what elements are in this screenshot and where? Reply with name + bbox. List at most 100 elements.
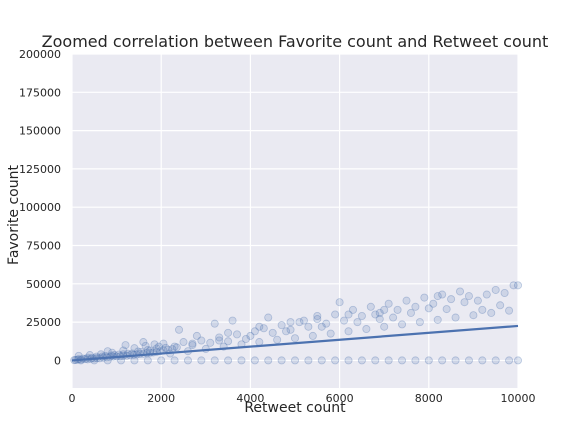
data-point-41 — [188, 341, 197, 350]
data-point-73 — [473, 296, 482, 305]
data-point-134 — [411, 356, 420, 365]
y-axis-title: Favorite count — [6, 165, 22, 265]
data-point-108 — [496, 301, 505, 310]
data-point-138 — [464, 356, 473, 365]
data-point-101 — [264, 313, 273, 322]
data-point-144 — [478, 305, 487, 314]
data-point-89 — [362, 325, 371, 334]
fit-line — [71, 324, 519, 362]
data-point-94 — [451, 313, 460, 322]
data-point-121 — [237, 356, 246, 365]
data-point-122 — [250, 356, 259, 365]
data-point-117 — [183, 356, 192, 365]
data-point-136 — [438, 356, 447, 365]
data-point-104 — [371, 310, 380, 319]
data-point-147 — [375, 315, 384, 324]
data-point-88 — [344, 327, 353, 336]
data-point-128 — [331, 356, 340, 365]
data-point-40 — [179, 338, 188, 347]
data-point-177 — [121, 341, 130, 350]
y-tick-label-4: 100000 — [19, 201, 61, 214]
data-point-98 — [175, 325, 184, 334]
data-point-186 — [433, 292, 442, 301]
data-point-118 — [197, 356, 206, 365]
data-point-67 — [420, 293, 429, 302]
data-point-99 — [210, 319, 219, 328]
y-tick-label-3: 75000 — [26, 240, 61, 253]
y-tick-label-5: 125000 — [19, 163, 61, 176]
data-point-183 — [313, 311, 322, 320]
data-point-43 — [206, 338, 215, 347]
data-point-150 — [282, 327, 291, 336]
x-tick-labels: 0 2000 4000 6000 8000 10000 — [69, 392, 536, 405]
data-point-85 — [290, 334, 299, 343]
data-point-60 — [357, 311, 366, 320]
y-tick-label-8: 200000 — [19, 48, 61, 61]
x-axis-title: Retweet count — [244, 400, 346, 416]
data-point-142 — [514, 356, 523, 365]
data-point-34 — [119, 346, 128, 355]
data-point-53 — [295, 318, 304, 327]
data-point-68 — [429, 299, 438, 308]
data-point-35 — [130, 344, 139, 353]
data-point-124 — [277, 356, 286, 365]
data-point-135 — [424, 356, 433, 365]
data-point-139 — [478, 356, 487, 365]
y-tick-label-1: 25000 — [26, 316, 61, 329]
y-tick-label-6: 150000 — [19, 125, 61, 138]
data-point-119 — [210, 356, 219, 365]
data-point-55 — [313, 315, 322, 324]
data-point-145 — [442, 305, 451, 314]
data-point-49 — [259, 324, 268, 333]
y-tick-labels: 0 25000 50000 75000 100000 125000 150000 175000… — [19, 48, 61, 367]
data-point-152 — [215, 336, 224, 345]
data-point-182 — [286, 318, 295, 327]
data-point-52 — [286, 325, 295, 334]
grid-lines — [71, 53, 519, 388]
data-point-39 — [170, 342, 179, 351]
data-point-64 — [393, 305, 402, 314]
x-tick-label-5: 10000 — [501, 392, 536, 405]
data-point-153 — [188, 339, 197, 348]
data-point-184 — [344, 310, 353, 319]
data-point-84 — [273, 335, 282, 344]
data-point-148 — [353, 318, 362, 327]
data-point-100 — [228, 316, 237, 325]
scatter-points — [70, 281, 523, 365]
x-tick-label-3: 6000 — [326, 392, 354, 405]
data-point-178 — [103, 347, 112, 356]
x-tick-label-4: 8000 — [415, 392, 443, 405]
data-point-83 — [255, 338, 264, 347]
data-point-77 — [509, 281, 518, 290]
data-point-71 — [456, 287, 465, 296]
data-point-176 — [139, 338, 148, 347]
data-point-181 — [255, 322, 264, 331]
x-tick-label-2: 4000 — [236, 392, 264, 405]
data-point-63 — [384, 299, 393, 308]
data-point-45 — [224, 337, 233, 346]
data-point-151 — [246, 331, 255, 340]
x-tick-label-0: 0 — [69, 392, 76, 405]
data-point-133 — [398, 356, 407, 365]
data-point-57 — [331, 310, 340, 319]
data-point-155 — [154, 342, 163, 351]
data-point-90 — [380, 322, 389, 331]
data-point-180 — [224, 328, 233, 337]
data-point-143 — [514, 281, 523, 290]
data-point-36 — [141, 341, 150, 350]
data-point-125 — [290, 356, 299, 365]
data-point-130 — [357, 356, 366, 365]
data-point-173 — [143, 346, 152, 355]
regression-line — [71, 324, 519, 362]
data-point-127 — [317, 356, 326, 365]
data-point-42 — [197, 336, 206, 345]
data-point-44 — [215, 333, 224, 342]
x-tick-label-1: 2000 — [147, 392, 175, 405]
data-point-58 — [340, 316, 349, 325]
data-point-107 — [460, 298, 469, 307]
data-point-65 — [402, 296, 411, 305]
data-point-69 — [438, 290, 447, 299]
data-point-131 — [371, 356, 380, 365]
data-point-175 — [161, 343, 170, 352]
